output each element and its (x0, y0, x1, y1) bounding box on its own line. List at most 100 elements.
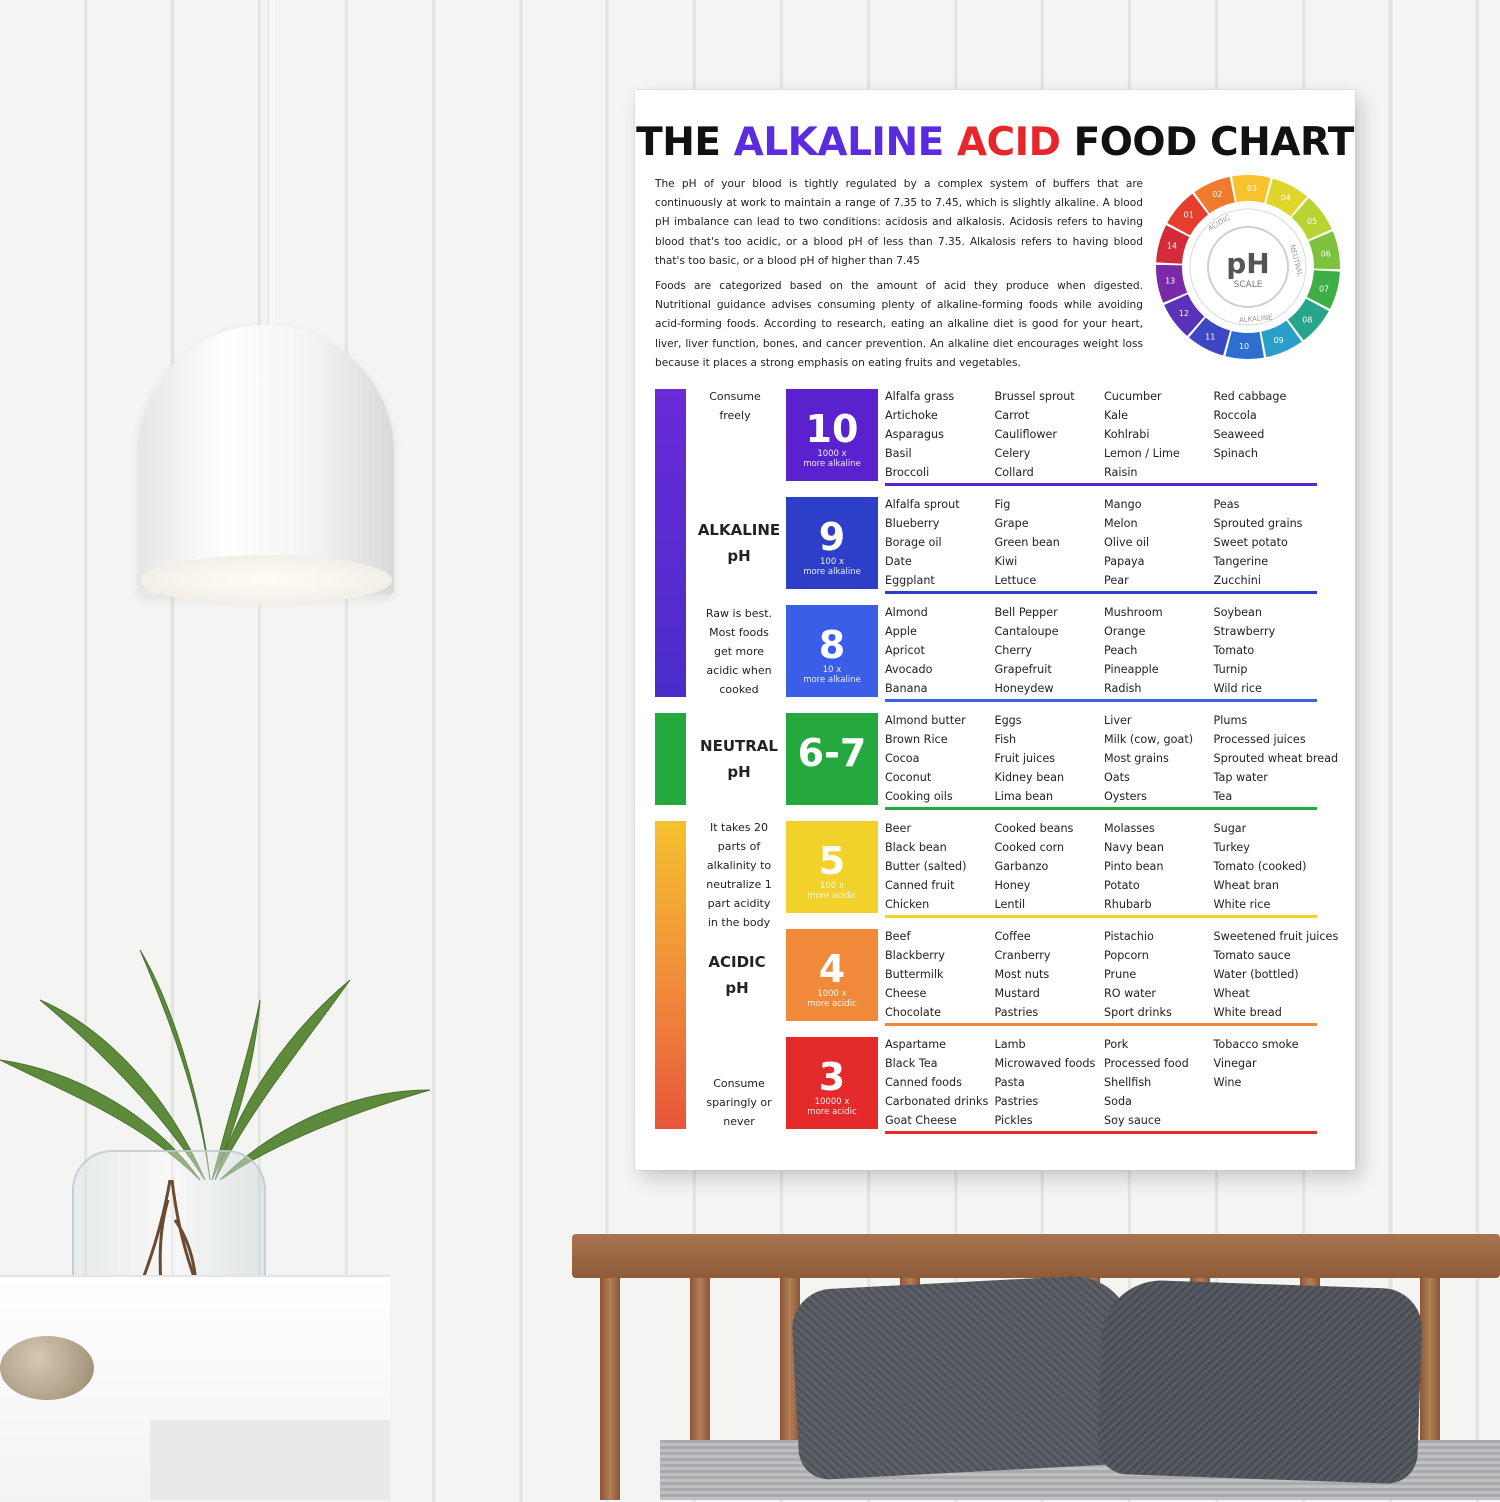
food-item: Cheese (885, 987, 927, 1000)
ph-wheel-segment (1225, 330, 1264, 359)
title-the: THE (636, 120, 721, 165)
food-item: Cooked corn (994, 841, 1065, 854)
food-item: Pastries (994, 1006, 1039, 1019)
food-item: Water (bottled) (1213, 968, 1299, 981)
food-column: Brussel sprout Carrot Cauliflower Celery Col… (995, 387, 1105, 482)
food-item: Pork (1104, 1038, 1129, 1051)
ph-wheel-number: 09 (1274, 336, 1284, 345)
food-grid: Alfalfa sprout Blueberry Borage oil Date Egg… (885, 495, 1325, 587)
food-item: Radish (1104, 682, 1142, 695)
food-item: Kale (1104, 409, 1128, 422)
ph-multiplier: 1000 x (817, 989, 847, 999)
food-column: Bell Pepper Cantaloupe Cherry Grapefruit Hon… (995, 603, 1105, 698)
food-item: Broccoli (885, 466, 930, 479)
food-item: Alfalfa grass (885, 390, 955, 403)
poster-title: THE ALKALINE ACID FOOD CHART (635, 120, 1355, 165)
food-item: Oysters (1104, 790, 1147, 803)
food-item: Plums (1213, 714, 1248, 727)
ph-number: 4 (818, 947, 846, 991)
ph-multiplier: 100 x (820, 557, 844, 567)
food-item: Mushroom (1104, 606, 1163, 619)
food-column: Beer Black bean Butter (salted) Canned frui… (885, 819, 995, 914)
food-item: Tap water (1213, 771, 1268, 784)
food-item: Mustard (994, 987, 1040, 1000)
row-underline (885, 915, 1317, 918)
food-item: Eggplant (885, 574, 935, 587)
ph-multiplier: 1000 x (817, 449, 847, 459)
food-item: Tomato (cooked) (1213, 860, 1307, 873)
food-item: Shellfish (1104, 1076, 1152, 1089)
ph-box-4: 4 1000 x more acidic (786, 929, 878, 1021)
ph-wheel-segment (1188, 317, 1231, 356)
food-item: Grapefruit (994, 663, 1052, 676)
food-item: Strawberry (1213, 625, 1276, 638)
food-item: Potato (1104, 879, 1140, 892)
food-item: Goat Cheese (885, 1114, 957, 1127)
food-item: Kidney bean (994, 771, 1065, 784)
pillow-left (790, 1273, 1140, 1481)
acidic-bar (655, 821, 686, 1129)
side-line: Consume (713, 1077, 765, 1090)
ph-multiplier: more acidic (807, 999, 857, 1009)
ph-wheel-number: 10 (1239, 342, 1249, 351)
food-item: Apple (885, 625, 917, 638)
ph-multiplier: 10 x (822, 665, 842, 675)
food-column: Almond butter Brown Rice Cocoa Coconut Cooki… (885, 711, 995, 806)
ph-wheel-segment (1156, 264, 1188, 303)
food-item: Papaya (1104, 555, 1145, 568)
food-item: Artichoke (885, 409, 938, 422)
food-grid: Beer Black bean Butter (salted) Canned frui… (885, 819, 1325, 911)
ph-number: 10 (805, 407, 859, 451)
food-item: Avocado (885, 663, 933, 676)
food-item: Chicken (885, 898, 930, 911)
food-item: Turnip (1213, 663, 1248, 676)
food-column: Almond Apple Apricot Avocado Banana (885, 603, 995, 698)
side-line: ACIDIC (708, 953, 766, 971)
consume-sparingly-label: Consume sparingly or never (693, 1074, 785, 1131)
food-item: Processed juices (1213, 733, 1306, 746)
food-item: Beef (885, 930, 911, 943)
food-item: Prune (1104, 968, 1137, 981)
food-item: Processed food (1104, 1057, 1189, 1070)
food-item: Canned foods (885, 1076, 962, 1089)
ph-multiplier: more alkaline (803, 459, 861, 469)
ph-multiplier: more alkaline (803, 567, 861, 577)
food-item: Peas (1213, 498, 1240, 511)
ph-multiplier: 100 x (820, 881, 844, 891)
food-item: Fig (994, 498, 1011, 511)
pendant-lamp (138, 325, 394, 595)
food-item: Brown Rice (885, 733, 948, 746)
acidic-ph-label: ACIDIC pH (693, 949, 781, 1001)
food-item: Blueberry (885, 517, 940, 530)
food-item: Molasses (1104, 822, 1155, 835)
alkaline-ph-label: ALKALINE pH (693, 517, 785, 569)
title-food-chart: FOOD CHART (1073, 120, 1355, 165)
alkaline-bar (655, 389, 686, 697)
food-item: Pear (1104, 574, 1129, 587)
side-line: cooked (719, 683, 759, 696)
food-item: Orange (1104, 625, 1146, 638)
ph-wheel-subtitle: SCALE (1234, 280, 1263, 290)
ph-wheel-segment (1308, 231, 1340, 270)
food-item: Cooking oils (885, 790, 953, 803)
food-item: Red cabbage (1213, 390, 1287, 403)
title-alkaline: ALKALINE (733, 120, 945, 165)
food-item: Rhubarb (1104, 898, 1152, 911)
side-line: It takes 20 (709, 821, 769, 834)
food-item: Black Tea (885, 1057, 938, 1070)
food-item: Tea (1213, 790, 1233, 803)
ph-arc-alkaline: ALKALINE (1239, 314, 1273, 325)
ph-wheel-number: 01 (1184, 211, 1194, 220)
side-line: pH (725, 979, 749, 997)
side-line: pH (727, 547, 751, 565)
food-item: Most nuts (994, 968, 1050, 981)
ph-wheel-number: 05 (1307, 217, 1317, 226)
food-item: Eggs (994, 714, 1022, 727)
ph-box-6-7: 6-7 (786, 713, 878, 805)
food-item: Almond (885, 606, 928, 619)
food-item: Lemon / Lime (1104, 447, 1180, 460)
ph-wheel-number: 08 (1302, 315, 1312, 324)
food-column: Pistachio Popcorn Prune RO water Sport drink… (1104, 927, 1214, 1022)
alkaline-acid-poster: THE ALKALINE ACID FOOD CHART The pH of y… (635, 90, 1355, 1170)
lamp-opening (140, 555, 392, 605)
